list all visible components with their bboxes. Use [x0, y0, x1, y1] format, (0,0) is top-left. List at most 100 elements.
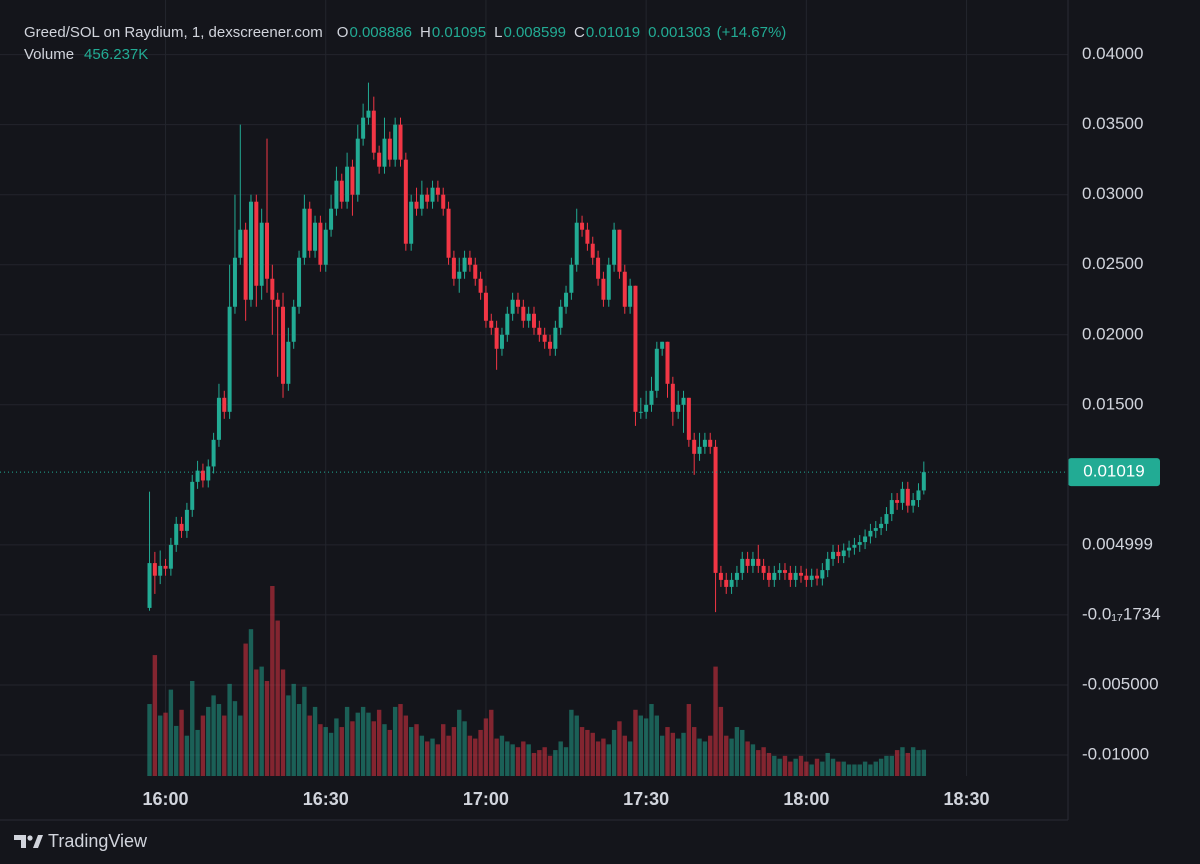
volume-bar: [852, 764, 857, 776]
candle-body: [313, 222, 318, 251]
volume-bar: [585, 729, 590, 776]
candle-body: [542, 334, 547, 342]
candle-body: [750, 558, 755, 566]
axes: 0.04000 0.03500 0.03000 0.02500 0.02000 0.015…: [0, 44, 1161, 809]
candle-body: [489, 320, 494, 328]
x-tick-label: 16:30: [303, 789, 349, 809]
volume-bar: [286, 695, 291, 776]
candle-body: [515, 299, 520, 307]
candle-body: [473, 264, 478, 279]
volume-bar: [841, 761, 846, 776]
volume-bar: [916, 750, 921, 776]
candle-body: [788, 572, 793, 580]
volume-bar: [147, 704, 152, 776]
volume-bar: [868, 764, 873, 776]
candle-body: [697, 446, 702, 454]
candle-body: [446, 208, 451, 258]
volume-bar: [366, 712, 371, 776]
volume-bar: [489, 709, 494, 776]
volume-bar: [216, 704, 222, 776]
candle-body: [724, 579, 729, 587]
volume-bar: [526, 744, 531, 776]
symbol-title: Greed/SOL on Raydium, 1, dexscreener.com: [24, 24, 323, 41]
volume-pane: [147, 586, 927, 776]
volume-bar: [862, 761, 868, 776]
volume-bar: [702, 741, 708, 776]
volume-bar: [446, 735, 451, 776]
price-label: 0.01019: [1083, 462, 1144, 481]
candle-body: [740, 558, 745, 573]
candle-body: [590, 243, 595, 258]
volume-bar: [280, 669, 286, 776]
volume-bar: [174, 725, 179, 776]
volume-bar: [254, 669, 259, 776]
volume-bar: [788, 761, 793, 776]
ohlc-letter: H: [420, 24, 431, 41]
candle-body: [195, 470, 200, 482]
candle-body: [419, 194, 424, 209]
volume-bar: [708, 735, 713, 776]
volume-bar: [473, 738, 478, 776]
volume-bar: [878, 758, 884, 776]
candle-body: [297, 257, 302, 307]
volume-bar: [670, 732, 676, 776]
candle-body: [532, 313, 536, 328]
volume-bar: [200, 715, 206, 776]
candle-body: [548, 341, 553, 349]
candle-body: [574, 222, 579, 265]
volume-bar: [798, 755, 804, 776]
volume-bar: [521, 741, 526, 776]
volume-bar: [777, 758, 782, 776]
candle-body: [558, 306, 563, 328]
candle-body: [841, 550, 846, 557]
candle-body: [361, 117, 366, 139]
candle-body: [211, 439, 216, 467]
candle-body: [569, 264, 574, 293]
volume-bar: [334, 718, 339, 776]
candle-body: [168, 544, 173, 569]
candle-body: [799, 572, 803, 576]
candle-body: [601, 278, 606, 300]
volume-bar: [264, 681, 270, 776]
volume-bar: [590, 732, 595, 776]
candle-body: [916, 490, 921, 501]
volume-bar: [478, 729, 483, 776]
candle-body: [355, 138, 360, 195]
candle-body: [270, 278, 275, 300]
volume-bar: [158, 715, 163, 776]
candle-body: [510, 299, 515, 314]
candle-body: [232, 257, 237, 307]
volume-bar: [611, 729, 617, 776]
volume-bar: [371, 721, 376, 776]
volume-bar: [724, 735, 729, 776]
volume-bar: [425, 741, 430, 776]
candle-body: [259, 222, 264, 286]
volume-bar: [275, 620, 280, 776]
candle-body: [206, 466, 211, 481]
volume-bar: [649, 704, 654, 776]
volume-bar: [921, 749, 927, 776]
volume-legend: Volume 456.237K: [24, 46, 148, 63]
volume-bar: [227, 683, 232, 776]
candle-body: [184, 509, 189, 531]
volume-bar: [376, 709, 382, 776]
candle-body: [793, 572, 798, 580]
volume-bar: [344, 706, 350, 776]
candle-body: [729, 579, 734, 587]
volume-bar: [675, 738, 681, 776]
candle-body: [702, 439, 707, 447]
volume-bar: [606, 744, 611, 776]
candle-body: [596, 257, 601, 279]
x-tick-label: 17:00: [463, 789, 509, 809]
volume-bar: [643, 718, 649, 776]
x-tick-label: 18:30: [944, 789, 990, 809]
volume-bar: [505, 741, 510, 776]
candle-body: [889, 500, 894, 515]
volume-bar: [884, 755, 889, 776]
volume-bar: [307, 715, 312, 776]
candle-body: [451, 257, 456, 279]
volume-bar: [435, 744, 441, 776]
volume-bar: [873, 761, 878, 776]
volume-bar: [296, 704, 302, 776]
volume-bar: [499, 735, 505, 776]
